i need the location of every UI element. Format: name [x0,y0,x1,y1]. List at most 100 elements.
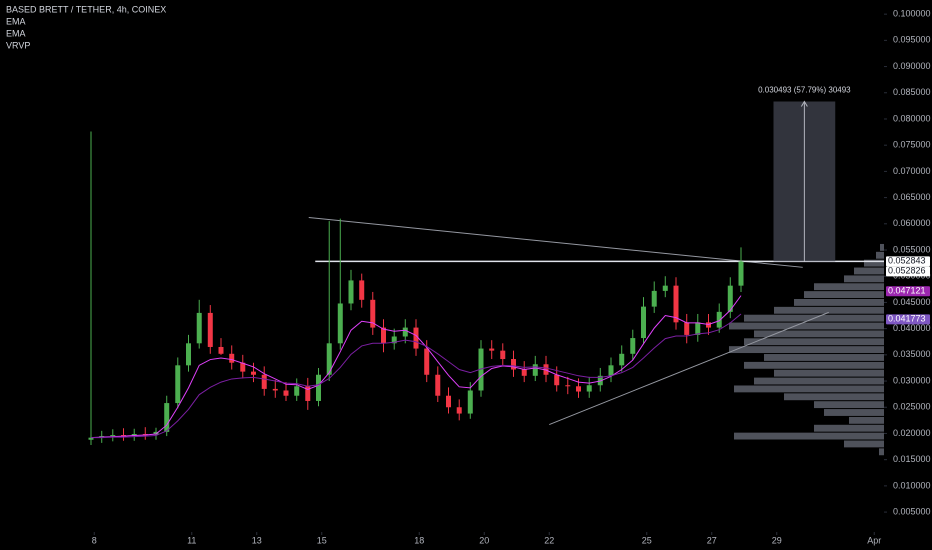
candle-body [630,338,636,354]
candle-body [565,385,571,387]
price-label: 0.052826 [888,266,926,276]
y-tick-label: 0.065000 [893,192,931,202]
volume-profile-bar [814,424,884,432]
candle-body [684,322,690,335]
x-tick-label: 18 [414,535,424,545]
volume-profile-bar [744,338,884,346]
candle-body [586,385,592,392]
candle-body [543,364,549,375]
volume-profile-bar [744,361,884,369]
x-tick-label: 22 [544,535,554,545]
volume-profile-bar [774,306,884,314]
price-label: 0.052843 [888,256,926,266]
price-label-box [886,256,930,267]
candle-body [337,303,343,344]
candle-body [218,346,224,354]
candle-body [641,306,646,339]
volume-profile-bar [849,416,884,424]
candle-body [511,359,516,370]
candle-body [424,348,430,375]
candle-body [576,386,581,392]
volume-profile-bar [764,354,884,361]
y-tick-label: 0.100000 [893,9,931,19]
price-label: 0.047121 [888,286,926,296]
candle-body [456,407,462,414]
ema-line [90,295,742,439]
measure-arrowhead [800,100,808,107]
candle-body [651,290,657,307]
price-label-box [886,266,930,277]
price-label-box [886,286,930,297]
candle-body [348,280,354,304]
candle-body [229,353,235,363]
candle-body [727,285,733,312]
y-tick-label: 0.035000 [893,349,931,359]
candle-body [738,261,744,286]
candle-body [706,322,711,328]
measure-label: 0.030493 (57.79%) 30493 [758,86,851,95]
candle-body [283,390,289,396]
volume-profile-bar [754,330,884,338]
candle-body [532,364,538,376]
candle-body [489,348,495,351]
y-tick-label: 0.010000 [893,480,931,490]
y-tick-label: 0.025000 [893,402,931,412]
y-tick-label: 0.020000 [893,428,931,438]
candle-body [316,374,321,401]
candle-body [673,285,679,323]
candle-body [153,431,159,435]
candle-body [142,433,148,435]
candle-body [326,343,332,375]
x-tick-label: 8 [92,535,97,545]
candle-body [251,371,256,375]
y-tick-label: 0.060000 [893,218,931,228]
y-tick-label: 0.030000 [893,375,931,385]
x-tick-label: 25 [642,535,652,545]
y-tick-label: 0.045000 [893,297,931,307]
x-tick-label: Apr [867,535,881,545]
volume-profile-bar [814,401,884,409]
candle-body [662,285,668,291]
candle-body [196,312,202,344]
chart-title: BASED BRETT / TETHER, 4h, COINEX [6,4,166,14]
candle-body [305,386,311,401]
candle-body [435,374,441,396]
candle-body [370,299,376,328]
candle-body [716,311,722,328]
volume-profile-bar [774,369,884,377]
x-tick-label: 29 [772,535,782,545]
legend-entry: EMA [6,28,26,38]
x-tick-label: 11 [187,535,196,545]
candle-body [186,343,191,366]
volume-profile-bar [729,322,884,330]
y-tick-label: 0.055000 [893,244,931,254]
candle-body [391,336,397,344]
candle-body [446,395,451,408]
candle-body [121,435,126,437]
y-tick-label: 0.090000 [893,61,931,71]
candle-body [381,327,386,344]
volume-profile-bar [824,409,884,416]
y-tick-label: 0.040000 [893,323,931,333]
candle-body [554,374,560,386]
volume-profile-bar [880,243,884,251]
y-tick-label: 0.005000 [893,506,931,516]
legend-entry: EMA [6,16,26,26]
volume-profile-bar [794,298,884,306]
volume-profile-bar [729,346,884,354]
candle-body [619,353,625,366]
candle-body [88,437,94,440]
ema-line [91,313,742,439]
y-tick-label: 0.085000 [893,87,931,97]
volume-profile-bar [844,440,884,448]
candle-body [413,327,419,349]
y-tick-label: 0.070000 [893,166,931,176]
y-tick-label: 0.015000 [893,454,931,464]
volume-profile-bar [879,448,884,456]
volume-profile-bar [814,283,884,291]
candle-body [261,374,267,389]
price-label-box [886,314,930,325]
candle-body [467,390,473,414]
candle-body [402,327,408,337]
candle-body [359,280,365,300]
